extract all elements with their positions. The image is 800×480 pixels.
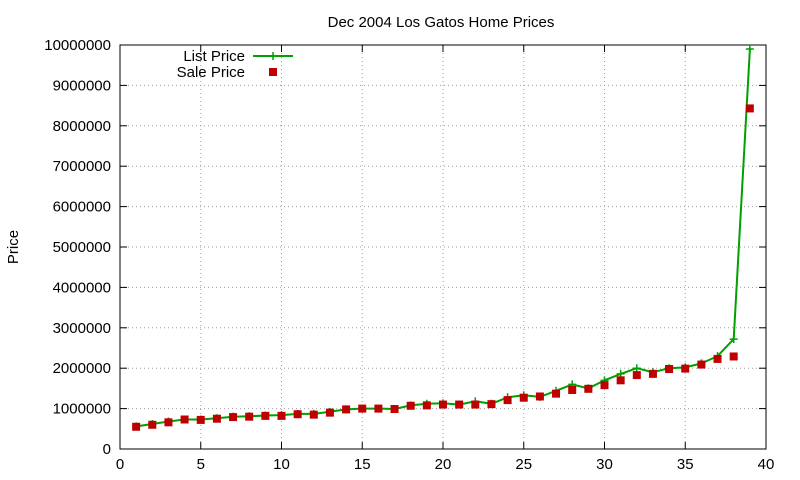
sale-price-point	[406, 401, 415, 410]
sale-price-point	[196, 415, 205, 424]
chart-title: Dec 2004 Los Gatos Home Prices	[328, 14, 555, 31]
y-tick-label: 1000000	[53, 401, 111, 418]
sale-price-point	[471, 400, 480, 409]
sale-price-point	[374, 404, 383, 413]
sale-price-point	[632, 371, 641, 380]
grid	[120, 45, 766, 449]
x-tick-label: 15	[354, 456, 371, 473]
y-tick-label: 7000000	[53, 158, 111, 175]
x-tick-label: 35	[677, 456, 694, 473]
x-tick-label: 10	[273, 456, 290, 473]
legend-label: Sale Price	[177, 64, 245, 81]
sale-price-point	[277, 411, 286, 420]
sale-price-point	[148, 420, 157, 429]
sale-price-point	[616, 376, 625, 385]
y-axis-label: Price	[5, 230, 22, 264]
y-tick-label: 10000000	[44, 37, 111, 54]
sale-price-point	[713, 354, 722, 363]
sale-price-point	[503, 396, 512, 405]
sale-price-point	[422, 401, 431, 410]
x-axis: 0 5 10 15 20 25 30 35 40	[116, 45, 775, 473]
sale-price-point	[132, 422, 141, 431]
x-tick-label: 5	[197, 456, 205, 473]
x-tick-label: 0	[116, 456, 124, 473]
sale-price-point	[745, 104, 754, 113]
y-axis: 0 1000000 2000000 3000000 4000000 5000000 6000…	[44, 37, 766, 458]
y-tick-label: 2000000	[53, 360, 111, 377]
sale-price-point	[584, 384, 593, 393]
sale-price-point	[309, 410, 318, 419]
sale-price-point	[212, 414, 221, 423]
sale-price-point	[439, 400, 447, 409]
sale-price-point	[697, 360, 706, 369]
x-tick-label: 30	[596, 456, 613, 473]
sale-price-point	[342, 405, 351, 414]
sale-price-point	[535, 392, 544, 401]
sale-price-point	[325, 408, 334, 417]
sale-price-point	[729, 352, 738, 361]
legend-square-swatch	[269, 68, 277, 76]
y-tick-label: 0	[103, 441, 111, 458]
sale-price-point	[390, 405, 399, 414]
y-tick-label: 6000000	[53, 199, 111, 216]
sale-price-point	[261, 411, 270, 420]
sale-price-point	[455, 400, 464, 409]
sale-price-point	[487, 400, 496, 409]
x-tick-label: 40	[758, 456, 775, 473]
sale-price-point	[665, 365, 674, 374]
sale-price-point	[358, 404, 367, 413]
sale-price-point	[164, 418, 173, 427]
sale-price-point	[229, 413, 238, 422]
legend-label: List Price	[183, 48, 245, 65]
list-price-point	[745, 45, 754, 54]
x-tick-label: 20	[435, 456, 452, 473]
plot-frame	[119, 44, 767, 450]
series-group	[132, 45, 754, 431]
y-tick-label: 8000000	[53, 118, 111, 135]
list-price-point	[729, 335, 738, 344]
sale-price-point	[600, 381, 609, 390]
sale-price-point	[180, 415, 189, 424]
sale-price-point	[681, 364, 690, 373]
legend-plus-swatch	[269, 52, 277, 60]
y-tick-label: 5000000	[53, 239, 111, 256]
x-tick-label: 25	[515, 456, 532, 473]
sale-price-point	[293, 410, 302, 419]
sale-price-point	[519, 393, 528, 402]
list-price-point	[632, 364, 641, 373]
sale-price-point	[552, 389, 561, 398]
sale-price-point	[648, 369, 657, 378]
y-tick-label: 9000000	[53, 77, 111, 94]
y-tick-label: 3000000	[53, 320, 111, 337]
sale-price-point	[568, 386, 577, 395]
y-tick-label: 4000000	[53, 279, 111, 296]
sale-price-point	[245, 412, 254, 421]
